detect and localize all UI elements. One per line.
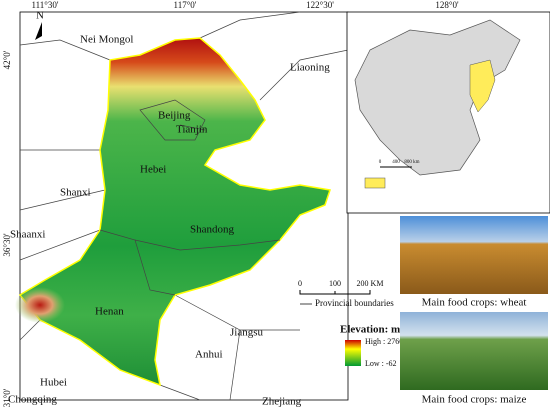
province-boundaries: [19, 11, 349, 401]
graticule-label: 31°0': [2, 388, 12, 407]
scale-label: 0: [298, 279, 302, 288]
scale-label: 400: [392, 160, 400, 165]
scale-label: 200 KM: [357, 279, 384, 288]
graticule-label: 42°0': [2, 50, 12, 69]
graticule-label: 36°30': [2, 233, 12, 257]
province-label: Beijing: [158, 110, 191, 122]
province-label: Chongqing: [8, 394, 57, 406]
legend-label: Low : -62: [365, 359, 397, 368]
province-label: Liaoning: [290, 62, 330, 74]
inset-map: 128°0' 0 400 800 km: [346, 0, 550, 214]
wheat-photo: [400, 216, 548, 294]
province-labels: Nei Mongol Liaoning Beijing Tianjin Hebe…: [8, 34, 330, 408]
scale-label: 100: [329, 279, 341, 288]
province-label: Shanxi: [60, 187, 91, 199]
graticule-label: 117°0': [174, 0, 197, 10]
graticule-label: 122°30': [306, 0, 334, 10]
province-label: Shandong: [190, 224, 235, 236]
graticule-label: 128°0': [435, 0, 459, 10]
province-label: Anhui: [195, 349, 223, 361]
inner-boundaries: [99, 99, 281, 296]
photo-caption: Main food crops: maize: [422, 394, 527, 406]
province-label: Hebei: [140, 164, 166, 176]
province-label: Nei Mongol: [80, 34, 133, 46]
province-label: Jiangsu: [230, 327, 264, 339]
photo-caption: Main food crops: wheat: [422, 297, 527, 309]
province-label: Henan: [95, 306, 124, 318]
scale-bar: 0 100 200 KM Provincial boundaries: [298, 279, 394, 308]
scale-label: 800 km: [404, 160, 419, 165]
legend-ramp: [345, 340, 361, 366]
province-label: Tianjin: [176, 124, 208, 136]
legend-title: Elevation: m: [340, 324, 400, 336]
province-label: Shaanxi: [10, 229, 45, 241]
province-label: Hubei: [40, 377, 67, 389]
graticule-label: 111°30': [31, 0, 58, 10]
province-label: Zhejiang: [262, 396, 302, 408]
north-arrow: N: [35, 10, 44, 40]
elevation-legend: Elevation: m High : 2760 Low : -62: [340, 324, 403, 368]
legend-label: Provincial boundaries: [315, 298, 394, 308]
scale-label: 0: [379, 160, 382, 165]
maize-photo: [400, 312, 548, 390]
legend-label: High : 2760: [365, 337, 403, 346]
relief-highland: [15, 287, 65, 323]
north-label: N: [36, 10, 44, 22]
